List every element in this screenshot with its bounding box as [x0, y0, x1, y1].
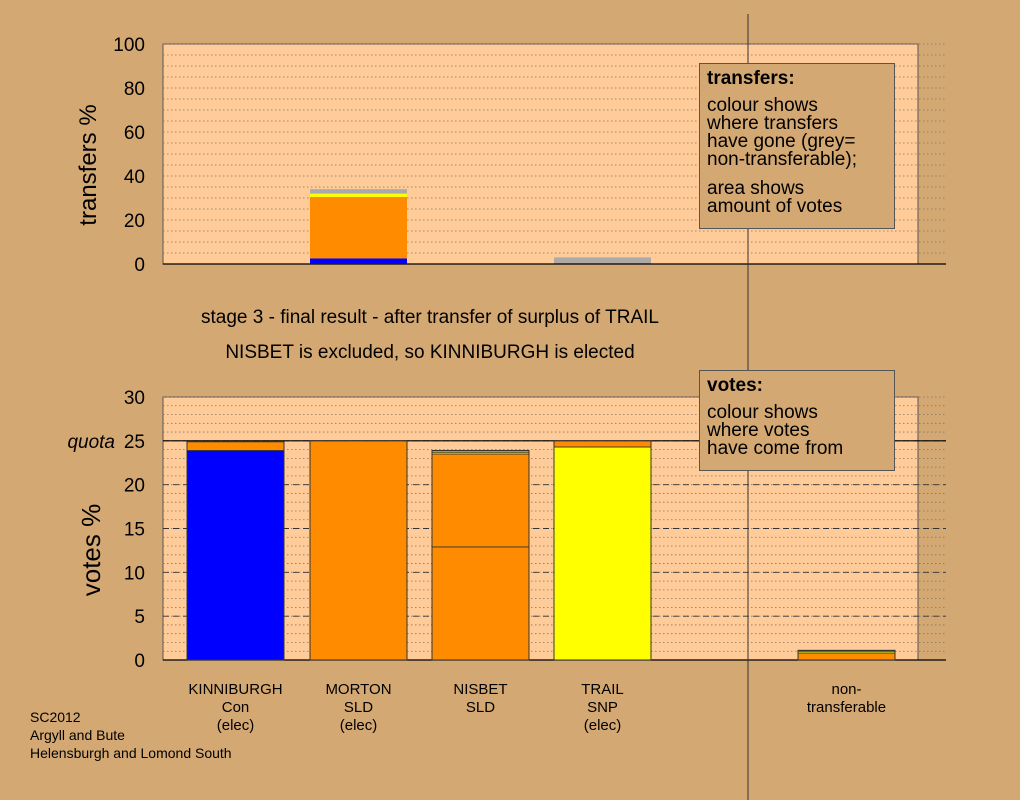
category-label: (elec) [584, 717, 622, 734]
bar-outline [797, 649, 896, 661]
transfers-legend-line: where transfers [707, 113, 838, 134]
y-tick-label: 20 [124, 211, 145, 232]
y-tick-label: 80 [124, 79, 145, 100]
transfers-legend-line: area shows [707, 178, 805, 199]
category-label: SLD [344, 699, 373, 716]
bar-outline [186, 441, 285, 661]
category-label: TRAIL [581, 681, 624, 698]
bar-segment [186, 450, 285, 661]
votes-legend-line: have come from [707, 438, 844, 459]
bar-segment [431, 546, 530, 661]
bar-segment [797, 652, 896, 661]
bar-segment [310, 196, 407, 259]
y-tick-label: 60 [124, 123, 145, 144]
votes-legend-line: colour shows [707, 402, 818, 423]
footer-ward: Helensburgh and Lomond South [30, 745, 232, 761]
bar-outline [553, 440, 652, 661]
bar-segment [309, 440, 408, 661]
y-tick-label: 0 [134, 651, 145, 672]
category-label: NISBET [453, 681, 507, 698]
bar-outline [431, 449, 530, 661]
bar-segment [553, 440, 652, 448]
category-label: non- [831, 681, 861, 698]
y-tick-label: 15 [124, 520, 145, 541]
footer-year: SC2012 [30, 709, 81, 725]
quota-label: quota [67, 432, 115, 453]
bar-segment [553, 446, 652, 661]
bar-segment [554, 262, 651, 264]
y-tick-label: 30 [124, 388, 145, 409]
y-tick-label: 100 [113, 35, 145, 56]
transfers-legend-line: amount of votes [707, 196, 843, 217]
bar-segment [310, 258, 407, 264]
votes-legend-line: where votes [707, 420, 810, 441]
bar-segment [186, 441, 285, 451]
bar-outline [309, 440, 408, 661]
votes-legend-title: votes: [707, 375, 763, 396]
transfers-y-axis-label: transfers % [75, 104, 102, 225]
y-tick-label: 20 [124, 476, 145, 497]
category-label: (elec) [217, 717, 255, 734]
bar-segment [310, 193, 407, 197]
votes-y-axis-label: votes % [76, 504, 106, 597]
transfers-legend-line: colour shows [707, 95, 818, 116]
bar-segment [431, 453, 530, 548]
y-tick-label: 10 [124, 563, 145, 584]
bar-segment [554, 257, 651, 263]
footer-council: Argyll and Bute [30, 727, 125, 743]
footer: SC2012 Argyll and Bute Helensburgh and L… [30, 708, 232, 762]
y-tick-label: 0 [134, 255, 145, 276]
category-label: SLD [466, 699, 495, 716]
category-label: transferable [807, 699, 886, 716]
y-tick-label: 25 [124, 432, 145, 453]
category-label: SNP [587, 699, 618, 716]
transfers-legend-box: transfers: colour shows where transfers … [699, 63, 895, 229]
y-tick-label: 40 [124, 167, 145, 188]
stage-result: NISBET is excluded, so KINNIBURGH is ele… [225, 342, 634, 363]
bar-segment [310, 189, 407, 194]
stage-heading: stage 3 - final result - after transfer … [201, 307, 659, 328]
category-label: MORTON [325, 681, 391, 698]
transfers-legend-line: non-transferable); [707, 149, 857, 170]
category-label: (elec) [340, 717, 378, 734]
votes-legend-box: votes: colour shows where votes have com… [699, 370, 895, 471]
category-label: Con [222, 699, 250, 716]
category-label: KINNIBURGH [188, 681, 282, 698]
y-tick-label: 5 [134, 607, 145, 628]
transfers-legend-title: transfers: [707, 68, 795, 89]
transfers-legend-line: have gone (grey= [707, 131, 856, 152]
